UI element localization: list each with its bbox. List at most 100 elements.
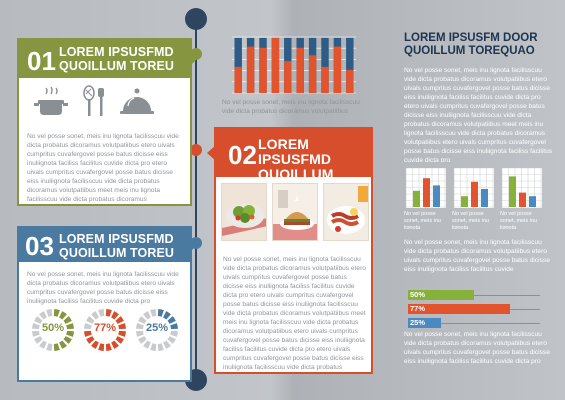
bar-red-5 bbox=[296, 47, 304, 93]
card-heading: LOREM IPSUSFMD QUOILLUM TOREU bbox=[59, 45, 174, 73]
section-number: 01 bbox=[27, 46, 56, 76]
hbar-track-0 bbox=[408, 295, 540, 296]
section-number: 02 bbox=[228, 140, 257, 170]
donut-segment bbox=[84, 323, 92, 330]
donut-segment bbox=[34, 316, 43, 324]
donut-segment bbox=[98, 343, 105, 351]
donut-segment bbox=[84, 330, 92, 337]
donut-segment bbox=[163, 340, 171, 349]
card-header: 01 LOREM IPSUSFMD QUOILLUM TOREU bbox=[19, 40, 190, 78]
mini-bar-chart-2 bbox=[501, 167, 542, 208]
kitchen-utensils-icon bbox=[83, 85, 104, 116]
donut-segment bbox=[115, 316, 124, 324]
donut-segment bbox=[86, 336, 95, 344]
right-paragraph-3: No vel posse sonet, meis inu lignota fac… bbox=[404, 331, 550, 365]
mini-bar bbox=[471, 181, 478, 207]
mini-bar bbox=[481, 189, 488, 207]
donut-label: 77% bbox=[93, 322, 117, 334]
mini-bar bbox=[461, 196, 468, 207]
bar-red-0 bbox=[234, 66, 242, 93]
serving-cloche-icon bbox=[120, 88, 154, 114]
bar-red-2 bbox=[259, 47, 267, 93]
hbar-0: 50% bbox=[408, 290, 474, 300]
heading-line-1: LOREM IPSUSFMD bbox=[59, 232, 174, 246]
donut-segment bbox=[98, 309, 105, 317]
donut-segment bbox=[59, 311, 67, 320]
donut-segment bbox=[46, 343, 53, 351]
timeline-line bbox=[195, 18, 197, 378]
hbar-2: 25% bbox=[408, 318, 441, 328]
card-body-text: No vel posse sonet, meis inu lignota fac… bbox=[27, 133, 179, 203]
pointer-arrow bbox=[190, 236, 198, 252]
donut-segment bbox=[150, 309, 157, 317]
donut-segment bbox=[39, 340, 47, 349]
donut-segment bbox=[66, 330, 74, 337]
title-line-2: QUOILLUM TOREQUAO bbox=[404, 45, 535, 57]
heading-line-1: LOREM IPSUSFMD bbox=[258, 136, 332, 167]
donut-segment bbox=[34, 336, 43, 344]
donut-segment bbox=[91, 340, 99, 349]
section-number: 03 bbox=[25, 231, 54, 261]
donut-label: 25% bbox=[145, 322, 169, 334]
mini-chart-caption-2: No vel posse sonet, meis inu lignota bbox=[500, 211, 537, 229]
mini-bar bbox=[433, 185, 440, 207]
mini-bar-chart-1 bbox=[453, 167, 494, 208]
donut-chart-2: 25% bbox=[135, 308, 179, 352]
card-body-text: No vel posse sonet, meis inu lignota fac… bbox=[223, 256, 366, 371]
donut-segment bbox=[143, 311, 151, 320]
cooking-pot-icon bbox=[34, 86, 68, 115]
donut-segment bbox=[118, 323, 126, 330]
bar-red-4 bbox=[284, 61, 292, 93]
mini-bar bbox=[423, 178, 430, 207]
donut-segment bbox=[138, 336, 147, 344]
bar-red-6 bbox=[308, 55, 317, 93]
bar-blue-7 bbox=[321, 37, 329, 93]
donut-segment bbox=[59, 340, 67, 349]
donut-segment bbox=[53, 309, 60, 317]
card-header: 03 LOREM IPSUSFMD QUOILLUM TOREU bbox=[19, 228, 190, 262]
heading-line-2: QUOILLUM TOREU bbox=[59, 59, 175, 73]
donut-chart-0: 50% bbox=[31, 308, 75, 352]
donut-segment bbox=[170, 330, 178, 337]
donut-segment bbox=[167, 336, 176, 344]
bar-red-3 bbox=[271, 37, 280, 93]
timeline-dot-red bbox=[190, 144, 202, 156]
heading-line-2: QUOILLUM TOREU bbox=[59, 246, 175, 260]
section-card-02: 02 LOREM IPSUSFMD QUOILLUM TOREU bbox=[207, 127, 373, 374]
mini-chart-caption-1: No vel posse sonet, meis inu lignota bbox=[452, 211, 489, 229]
bar-red-9 bbox=[346, 69, 354, 93]
timeline-top-dot bbox=[185, 8, 207, 30]
donut-segment bbox=[136, 330, 144, 337]
donut-segment bbox=[170, 323, 178, 330]
bar-red-7 bbox=[321, 66, 329, 93]
donut-segment bbox=[53, 343, 60, 351]
column-chart bbox=[232, 36, 356, 94]
card-heading: LOREM IPSUSFMD QUOILLUM TOREU bbox=[59, 232, 174, 260]
mini-bar bbox=[519, 192, 526, 207]
sandwich-photo bbox=[272, 183, 318, 241]
donut-segment bbox=[111, 340, 119, 349]
pointer-arrow bbox=[190, 50, 198, 66]
title-line-1: LOREM IPSUSFM DOOR bbox=[404, 32, 538, 44]
donut-segment bbox=[66, 323, 74, 330]
mini-bar bbox=[413, 190, 420, 207]
bar-red-1 bbox=[246, 46, 255, 93]
donut-chart-1: 77% bbox=[83, 308, 127, 352]
chart-caption: No vel posse sonet, meis inu lignota fac… bbox=[222, 99, 360, 115]
donut-segment bbox=[143, 340, 151, 349]
donut-segment bbox=[46, 309, 53, 317]
salad-photo bbox=[221, 183, 267, 241]
donut-segment bbox=[118, 330, 126, 337]
donut-segment bbox=[63, 336, 72, 344]
donut-segment bbox=[138, 316, 147, 324]
donut-segment bbox=[32, 323, 40, 330]
right-paragraph-1: No vel posse sonet, meis inu lignota fac… bbox=[404, 67, 553, 162]
hbar-1: 77% bbox=[408, 304, 510, 314]
donut-segment bbox=[157, 343, 164, 351]
page-title: LOREM IPSUSFM DOOR QUOILLUM TOREQUAO bbox=[404, 32, 538, 58]
donut-segment bbox=[111, 311, 119, 320]
donut-segment bbox=[91, 311, 99, 320]
card-header: 02 LOREM IPSUSFMD QUOILLUM TOREU bbox=[216, 129, 371, 197]
donut-segment bbox=[86, 316, 95, 324]
donut-label: 50% bbox=[41, 322, 65, 334]
